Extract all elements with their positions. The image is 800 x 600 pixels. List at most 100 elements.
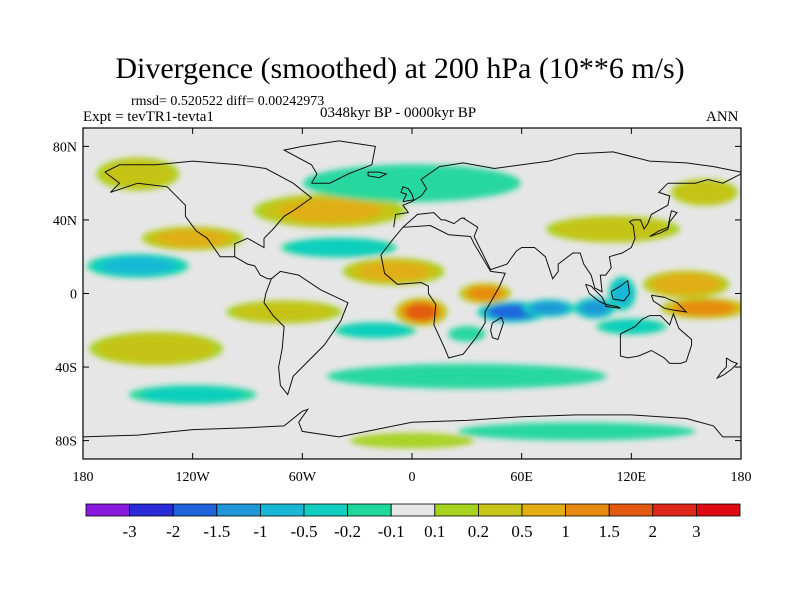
- field-feature: [394, 297, 448, 327]
- coast-new-zealand: [715, 357, 739, 380]
- y-tick-label: 80S: [55, 435, 77, 450]
- x-tick-label: 0: [409, 470, 416, 485]
- field-feature: [458, 282, 512, 305]
- field-contour: [278, 199, 382, 223]
- field-feature: [522, 299, 576, 318]
- field-contour: [357, 261, 430, 282]
- field-feature: [457, 422, 696, 441]
- colorbar-label: -0.5: [291, 522, 318, 541]
- x-tick-label: 60E: [510, 470, 533, 485]
- colorbar-swatch: [216, 503, 261, 517]
- coast-mediterranean: [402, 212, 465, 228]
- coast-greenland: [282, 140, 376, 184]
- x-tick-label: 180: [73, 470, 94, 485]
- colorbar-swatch: [521, 503, 566, 517]
- divergence-field: [86, 157, 741, 449]
- y-tick-label: 40S: [55, 361, 77, 376]
- colorbar-label: 2: [649, 522, 658, 541]
- y-tick-label: 40N: [53, 214, 77, 229]
- colorbar: -3 -2 -1.5 -1 -0.5 -0.2 -0.1 0.1 0.2 0.5 1 1.5 2 3: [85, 503, 741, 541]
- field-feature: [349, 432, 475, 449]
- field-contour: [303, 164, 521, 202]
- field-contour: [448, 326, 486, 342]
- field-feature: [128, 384, 257, 405]
- x-tick-label: 120E: [617, 470, 647, 485]
- experiment-label: Expt = tevTR1-tevta1: [83, 109, 214, 125]
- coast-uk: [400, 186, 415, 203]
- colorbar-label: -2: [166, 522, 180, 541]
- field-feature: [280, 237, 397, 258]
- colorbar-swatch: [608, 503, 654, 517]
- field-contour: [101, 257, 174, 275]
- colorbar-swatch: [652, 503, 697, 517]
- field-contour: [674, 301, 735, 316]
- field-feature: [86, 253, 189, 278]
- coast-madagascar: [490, 316, 504, 341]
- coast-australia: [619, 312, 693, 364]
- field-feature: [327, 363, 607, 389]
- field-feature: [303, 164, 521, 202]
- y-tick-label: 80N: [53, 140, 77, 155]
- coast-new-guinea: [650, 294, 688, 313]
- colorbar-swatch: [85, 503, 130, 517]
- field-contour: [140, 386, 245, 403]
- field-contour: [327, 363, 607, 389]
- colorbar-label: -1.5: [203, 522, 230, 541]
- colorbar-label: 0.5: [511, 522, 532, 541]
- field-contour: [234, 301, 335, 322]
- field-contour: [102, 159, 174, 189]
- colorbar-swatch: [390, 503, 436, 517]
- field-contour: [554, 217, 672, 241]
- field-blobs: [86, 157, 741, 449]
- coast-borneo: [610, 279, 631, 302]
- colorbar-swatch: [477, 503, 523, 517]
- colorbar-swatch: [565, 503, 610, 517]
- field-feature: [670, 178, 738, 206]
- coast-north-america: [104, 160, 313, 258]
- field-feature: [342, 257, 445, 286]
- coastlines: [83, 140, 741, 438]
- field-contour: [341, 323, 410, 338]
- coast-eurasia: [393, 151, 741, 228]
- field-contour: [349, 432, 475, 449]
- coast-antarctica: [83, 408, 741, 438]
- colorbar-swatch: [434, 503, 479, 517]
- field-feature: [96, 157, 180, 191]
- coast-africa: [380, 224, 506, 359]
- field-feature: [642, 270, 730, 299]
- field-contour: [468, 286, 502, 301]
- field-contour: [156, 229, 229, 247]
- period-label: 0348kyr BP - 0000kyr BP: [320, 105, 477, 121]
- colorbar-swatch: [129, 503, 174, 517]
- field-feature: [546, 215, 681, 243]
- axes: 180 120W 60W 0 60E 120E 180 80N 40N 0 40S 80S: [53, 128, 752, 485]
- x-tick-label: 120W: [176, 470, 211, 485]
- field-contour: [457, 422, 696, 441]
- field-contour: [652, 273, 720, 296]
- colorbar-swatch: [172, 503, 218, 517]
- field-feature: [596, 318, 667, 335]
- chart-title: Divergence (smoothed) at 200 hPa (10**6 …: [115, 52, 685, 85]
- y-tick-label: 0: [70, 288, 77, 303]
- field-feature: [141, 226, 244, 251]
- colorbar-swatch: [696, 503, 741, 517]
- colorbar-label: -3: [123, 522, 137, 541]
- season-label: ANN: [706, 109, 739, 125]
- coast-japan: [649, 210, 678, 237]
- colorbar-label: -0.1: [378, 522, 405, 541]
- field-feature: [89, 331, 224, 366]
- field-contour: [288, 238, 389, 257]
- field-contour: [602, 320, 660, 334]
- colorbar-swatch: [347, 503, 392, 517]
- field-feature: [448, 326, 486, 342]
- plot-area: [83, 128, 741, 459]
- colorbar-label: 3: [692, 522, 701, 541]
- field-contour: [674, 180, 734, 205]
- field-contour: [97, 333, 216, 364]
- colorbar-label: 1.5: [599, 522, 620, 541]
- field-feature: [253, 193, 406, 228]
- coast-java: [605, 304, 621, 309]
- coast-central-america: [234, 256, 272, 280]
- field-contour: [531, 302, 567, 315]
